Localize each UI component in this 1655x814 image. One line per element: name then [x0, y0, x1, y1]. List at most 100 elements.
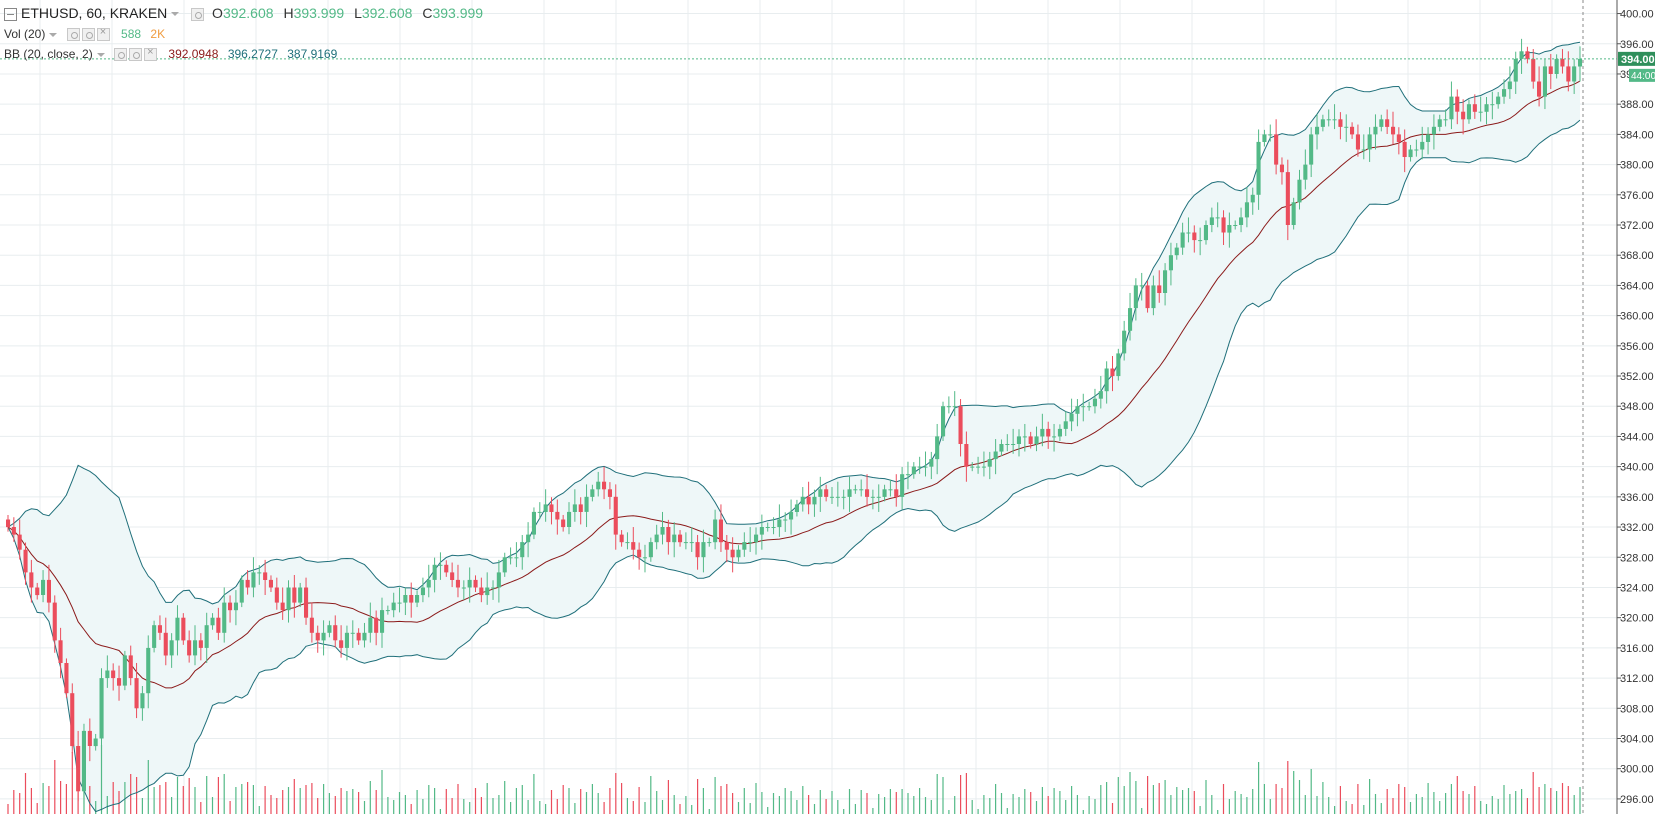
volume-bar — [562, 785, 564, 814]
candle — [713, 509, 718, 550]
bb-dropdown-icon[interactable] — [96, 52, 105, 57]
volume-bar — [428, 785, 430, 814]
candle-body — [1198, 240, 1203, 242]
volume-eye-icon[interactable] — [66, 28, 80, 42]
candle — [52, 595, 57, 653]
candle — [1168, 242, 1173, 286]
volume-bar — [416, 790, 418, 814]
candle-body — [987, 459, 992, 467]
eye-icon[interactable] — [191, 7, 205, 21]
candle-body — [1063, 421, 1068, 429]
volume-bar — [924, 797, 927, 814]
bb-settings-icon[interactable] — [129, 48, 143, 62]
candle — [1332, 104, 1337, 130]
candle — [853, 484, 858, 494]
candle — [438, 552, 443, 580]
candle — [946, 396, 951, 414]
volume-bar — [1404, 787, 1406, 814]
candle — [496, 559, 501, 603]
collapse-icon[interactable] — [4, 7, 17, 21]
candle-body — [1449, 96, 1454, 120]
candle — [233, 590, 238, 626]
symbol-dropdown-icon[interactable] — [171, 12, 180, 17]
candle — [93, 733, 98, 751]
candle — [999, 439, 1004, 457]
candle — [309, 602, 314, 643]
candle — [1186, 217, 1191, 243]
volume-bar — [1573, 795, 1575, 814]
volume-remove-icon[interactable] — [96, 26, 110, 42]
candle-body — [473, 579, 478, 588]
candle — [818, 476, 823, 512]
open-value: 392.608 — [222, 5, 274, 21]
bb-eye-icon[interactable] — [114, 48, 128, 62]
candle — [1502, 79, 1507, 104]
candle — [683, 532, 688, 550]
volume-bar — [1521, 789, 1523, 814]
volume-bar — [767, 807, 769, 814]
candle-body — [917, 466, 922, 468]
candle — [1268, 124, 1273, 142]
price-tick-label: 344.00 — [1620, 431, 1654, 443]
candle — [964, 431, 969, 482]
volume-settings-icon[interactable] — [81, 28, 95, 42]
candle-body — [549, 504, 554, 512]
volume-dropdown-icon[interactable] — [49, 32, 58, 37]
volume-legend[interactable]: Vol (20) 588 2K — [4, 26, 165, 42]
volume-bar — [451, 798, 453, 814]
candle-body — [1274, 134, 1279, 165]
candle — [1221, 210, 1226, 246]
candle-body — [783, 519, 788, 521]
candle-body — [941, 406, 946, 437]
volume-bar — [1059, 791, 1061, 814]
bb-remove-icon[interactable] — [144, 46, 158, 62]
candle — [1297, 169, 1302, 210]
price-tick-label: 308.00 — [1620, 703, 1654, 715]
candle-body — [841, 496, 846, 498]
volume-bar — [504, 781, 506, 814]
candle-body — [1566, 66, 1571, 82]
candle-body — [362, 632, 367, 641]
candle — [958, 399, 963, 457]
candle — [607, 482, 612, 510]
volume-bar — [656, 791, 658, 814]
candle — [789, 499, 794, 535]
volume-bar — [1117, 777, 1119, 814]
candle — [1391, 111, 1396, 145]
volume-bar — [282, 790, 284, 814]
candle — [333, 615, 338, 648]
candle — [555, 499, 560, 535]
volume-bar — [580, 789, 582, 814]
candle-body — [1145, 285, 1150, 309]
candle-body — [1157, 285, 1162, 293]
candle-body — [1332, 119, 1337, 121]
candle — [1449, 81, 1454, 130]
candle-body — [385, 610, 390, 612]
candle — [1262, 129, 1267, 147]
volume-bar — [550, 790, 553, 814]
volume-bar — [182, 786, 184, 814]
volume-bar — [352, 789, 354, 814]
candle-body — [894, 489, 899, 497]
bb-legend[interactable]: BB (20, close, 2) 392.0948 396.2727 387.… — [4, 46, 337, 62]
candle — [806, 481, 811, 515]
candle — [1052, 423, 1057, 452]
volume-bar — [1129, 772, 1131, 814]
candle — [882, 484, 887, 502]
candle — [654, 524, 659, 550]
candle-body — [514, 557, 519, 559]
volume-bar — [761, 792, 763, 814]
candle-body — [1087, 406, 1092, 408]
candle-body — [718, 519, 723, 543]
candle — [1239, 207, 1244, 233]
candle — [327, 620, 332, 638]
candle — [894, 474, 899, 507]
candle-body — [228, 602, 233, 611]
candle — [1209, 207, 1214, 233]
candle-body — [344, 632, 349, 648]
symbol-legend[interactable]: ETHUSD, 60, KRAKEN O392.608 H393.999 L39… — [4, 5, 483, 21]
volume-bar — [755, 783, 757, 814]
volume-bar — [19, 793, 21, 814]
